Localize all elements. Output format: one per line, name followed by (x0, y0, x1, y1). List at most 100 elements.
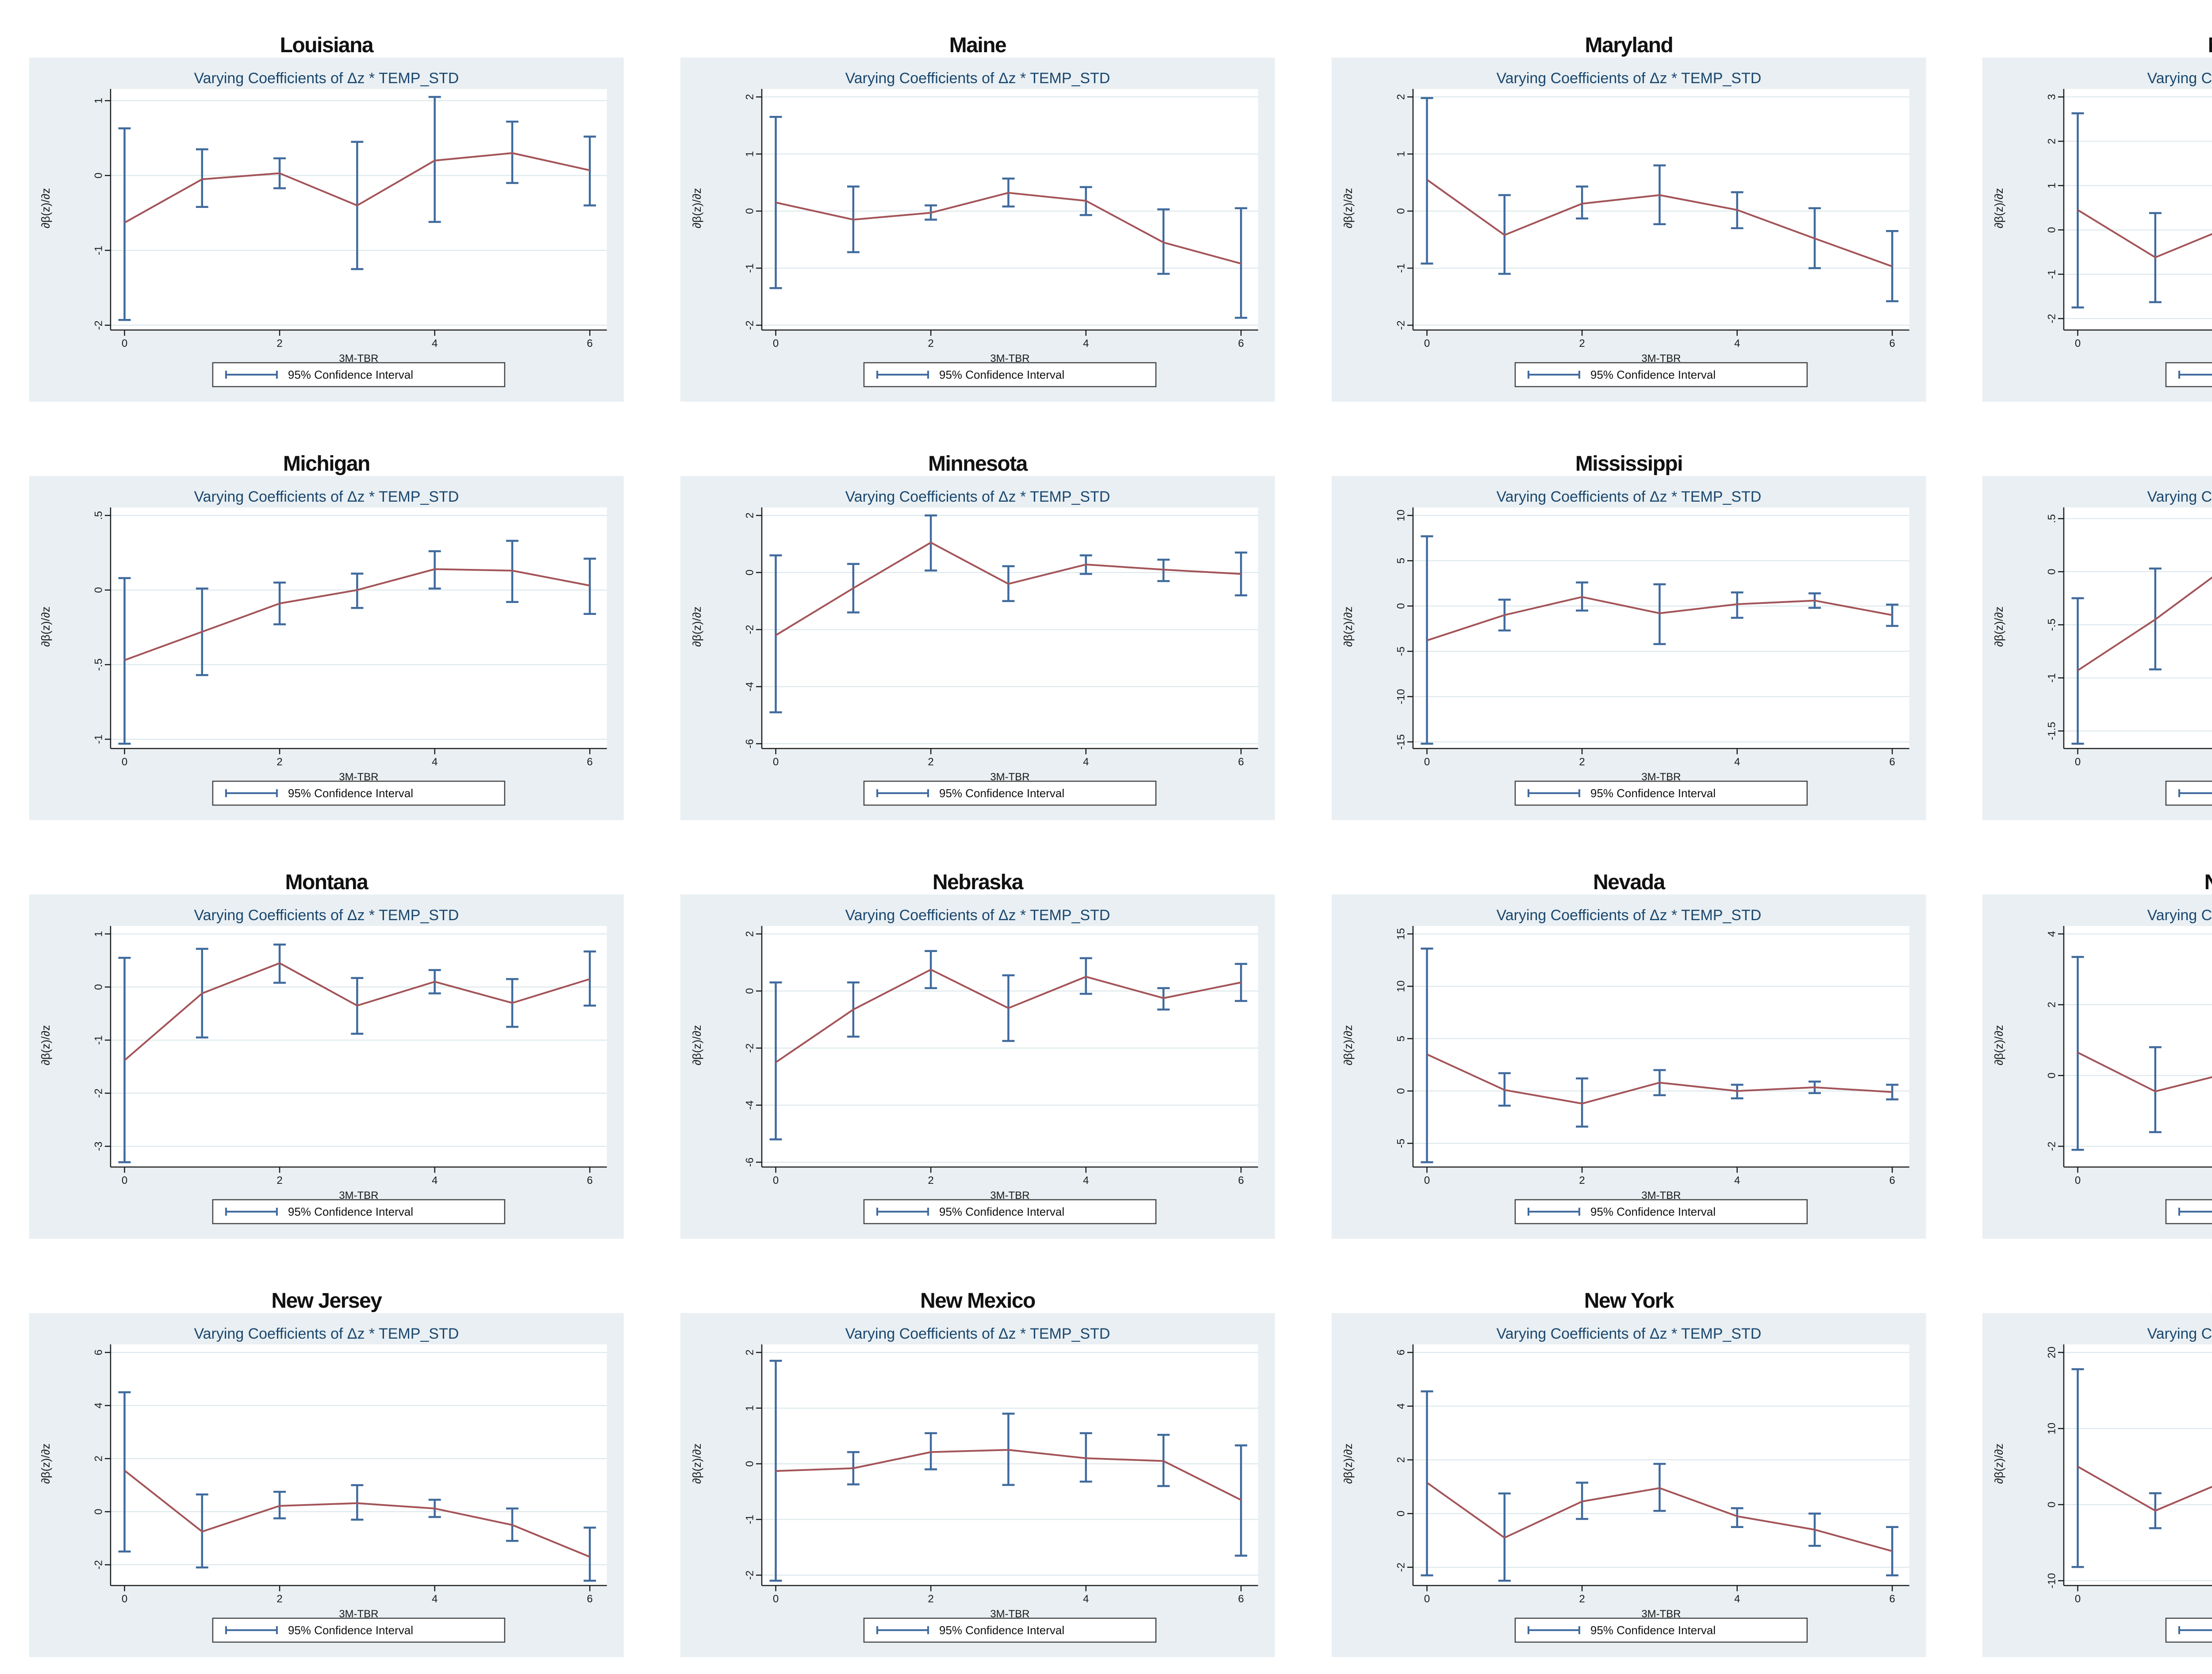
chart-subtitle: Varying Coefficients of Δz * TEMP_STD (1496, 488, 1761, 505)
x-tick-label: 0 (122, 1175, 127, 1186)
chart-subtitle: Varying Coefficients of Δz * TEMP_STD (1496, 70, 1761, 87)
y-tick-label: 0 (92, 1509, 104, 1514)
ci-sample-icon (2178, 789, 2212, 797)
y-tick-label: 1 (2046, 183, 2058, 188)
plot-area (1413, 1344, 1909, 1586)
chart-subtitle: Varying Coefficients of Δz * TEMP_STD (2147, 1325, 2212, 1342)
y-tick-label: -2 (744, 1043, 756, 1052)
chart-tile-louisiana: Louisiana Varying Coefficients of Δz * TE… (0, 0, 651, 418)
y-axis-label: ∂β(z)/∂z (39, 1444, 52, 1484)
x-tick-label: 6 (1889, 338, 1895, 349)
legend-box (1514, 780, 1808, 806)
y-tick-label: -2 (2046, 314, 2058, 323)
x-tick-label: 4 (432, 338, 438, 349)
y-tick-label: 1 (92, 931, 104, 937)
coefficient-line (775, 541, 1241, 636)
chart-tile-michigan: Michigan Varying Coefficients of Δz * TEM… (0, 418, 651, 837)
y-tick-label: 0 (744, 988, 756, 994)
x-tick-label: 4 (432, 756, 438, 768)
coefficient-line (124, 152, 590, 224)
ci-errorbar (769, 116, 782, 289)
legend-label: 95% Confidence Interval (288, 787, 413, 800)
x-tick-label: 2 (928, 338, 933, 349)
coefficient-line (2077, 209, 2212, 258)
y-tick-label: -2 (744, 320, 756, 330)
chart-title: Louisiana (280, 34, 374, 57)
ci-sample-icon (1527, 789, 1580, 797)
y-axis-label: ∂β(z)/∂z (1992, 1444, 2005, 1484)
coefficient-line (124, 1470, 590, 1558)
plot-area (110, 1344, 607, 1586)
chart-tile-minnesota: Minnesota Varying Coefficients of Δz * TE… (651, 418, 1302, 837)
legend: 95% Confidence Interval (2165, 1199, 2212, 1225)
plot-area (761, 926, 1258, 1167)
y-tick-label: -3 (92, 1141, 104, 1151)
ci-errorbar (1653, 583, 1666, 645)
y-axis-label: ∂β(z)/∂z (39, 607, 52, 647)
chart-subtitle: Varying Coefficients of Δz * TEMP_STD (845, 70, 1110, 87)
y-tick-label: -2 (92, 1560, 104, 1569)
chart-tile-new-mexico: New Mexico Varying Coefficients of Δz * T… (651, 1256, 1302, 1674)
legend: 95% Confidence Interval (212, 362, 506, 388)
chart-tile-nevada: Nevada Varying Coefficients of Δz * TEMP_… (1302, 837, 1954, 1256)
y-tick-label: .5 (92, 511, 104, 520)
chart-tile-montana: Montana Varying Coefficients of Δz * TEMP… (0, 837, 651, 1256)
y-tick-label: -.5 (2046, 618, 2058, 631)
y-tick-label: 2 (1395, 94, 1407, 100)
chart-canvas-montana: Montana Varying Coefficients of Δz * TEMP… (29, 871, 624, 1239)
chart-canvas-missouri: MissouriVarying Coefficients of Δz * TEM… (1982, 476, 2212, 820)
chart-subtitle: Varying Coefficients of Δz * TEMP_STD (845, 907, 1110, 924)
x-tick-label: 4 (1083, 338, 1089, 349)
x-tick-label: 6 (1238, 756, 1244, 768)
ci-sample-icon (2178, 1626, 2212, 1634)
y-tick-label: 0 (92, 173, 104, 178)
plot-area (110, 89, 607, 330)
chart-canvas-minnesota: Minnesota Varying Coefficients of Δz * TE… (680, 452, 1275, 820)
y-axis-label: ∂β(z)/∂z (1341, 1025, 1354, 1065)
chart-canvas-new-york: New York Varying Coefficients of Δz * TEM… (1331, 1289, 1926, 1657)
x-tick-label: 2 (928, 756, 933, 768)
chart-canvas-mississippi: Mississippi Varying Coefficients of Δz * … (1331, 452, 1926, 820)
plot-area (1413, 89, 1909, 330)
plot-area (1413, 926, 1909, 1167)
y-tick-label: 20 (2046, 1347, 2058, 1359)
legend: 95% Confidence Interval (1514, 362, 1808, 388)
chart-tile-nebraska: Nebraska Varying Coefficients of Δz * TEM… (651, 837, 1302, 1256)
x-tick-label: 6 (1238, 1593, 1244, 1605)
ci-errorbar (584, 135, 596, 207)
chart-canvas-massachusetts: Massachusetts Varying Coefficients of Δz … (1982, 34, 2212, 402)
coefficient-line (776, 1449, 1241, 1501)
y-tick-label: 2 (744, 94, 756, 100)
legend: 95% Confidence Interval (863, 1199, 1156, 1225)
legend: 95% Confidence Interval (2165, 780, 2212, 806)
x-tick-label: 0 (1424, 756, 1429, 768)
chart-tile-missouri: MissouriVarying Coefficients of Δz * TEM… (1953, 418, 2212, 837)
y-axis-label: ∂β(z)/∂z (1341, 188, 1354, 228)
chart-tile-north-carolina: North Carolina Varying Coefficients of Δz… (1953, 1256, 2212, 1674)
ci-sample-icon (876, 789, 929, 797)
y-axis-label: ∂β(z)/∂z (39, 1025, 52, 1065)
ci-sample-icon (1527, 1207, 1580, 1216)
y-tick-label: -1 (2046, 269, 2058, 279)
ci-errorbar (2071, 597, 2084, 745)
x-tick-label: 0 (1424, 1175, 1429, 1186)
plot-area (2064, 89, 2212, 330)
chart-title: Massachusetts (2208, 34, 2212, 57)
ci-sample-icon (876, 1626, 929, 1634)
y-tick-label: -5 (1395, 1139, 1407, 1148)
plot-area (2064, 926, 2212, 1167)
x-tick-label: 4 (1734, 338, 1740, 349)
legend-label: 95% Confidence Interval (288, 368, 413, 381)
chart-title: Maryland (1585, 34, 1673, 57)
x-tick-label: 2 (276, 1593, 282, 1605)
y-axis-label: ∂β(z)/∂z (690, 1444, 703, 1484)
y-axis-label: ∂β(z)/∂z (1992, 1025, 2005, 1065)
plot-area (110, 926, 607, 1167)
x-tick-label: 0 (773, 756, 779, 768)
y-tick-label: -6 (744, 1157, 756, 1167)
x-tick-label: 6 (587, 338, 593, 349)
y-tick-label: -1 (92, 734, 104, 744)
ci-errorbar (1421, 97, 1433, 265)
chart-title: Nebraska (933, 871, 1024, 894)
coefficient-line (775, 968, 1241, 1064)
